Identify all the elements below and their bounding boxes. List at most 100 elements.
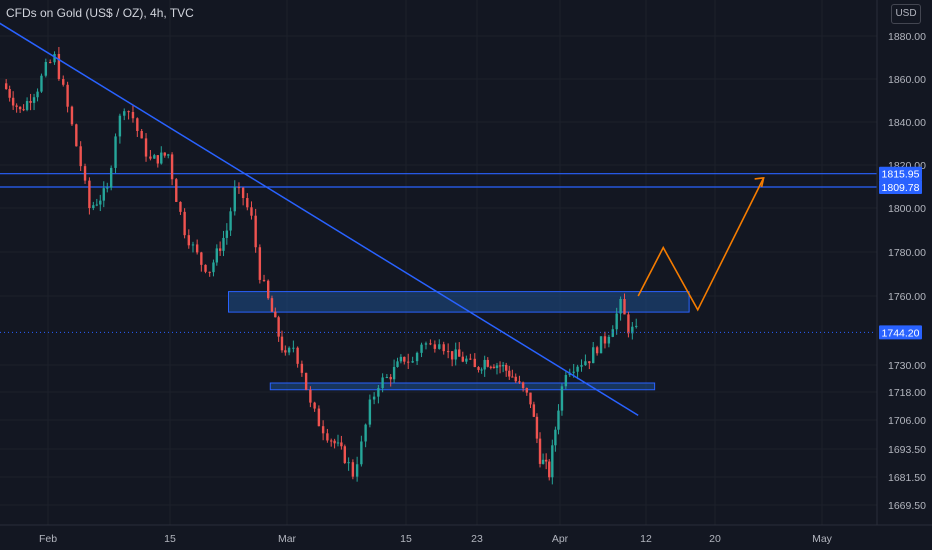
candle-body bbox=[340, 442, 343, 447]
time-tick-label: 12 bbox=[640, 533, 652, 545]
candle-body bbox=[218, 248, 222, 251]
candle-body bbox=[66, 84, 69, 107]
candle-body bbox=[372, 396, 376, 400]
candle-body bbox=[580, 365, 583, 367]
candle-body bbox=[588, 361, 591, 364]
candle-body bbox=[627, 314, 630, 334]
candle-body bbox=[576, 366, 579, 372]
candle-body bbox=[179, 201, 182, 212]
candle-body bbox=[619, 299, 622, 314]
time-axis[interactable]: Feb 15 Mar 15 23 Apr 12 20 May bbox=[39, 533, 833, 545]
price-tick-label: 1860.00 bbox=[888, 74, 926, 86]
candle-body bbox=[75, 124, 78, 147]
candle-body bbox=[465, 358, 468, 362]
candlestick-series bbox=[4, 47, 638, 485]
candle-body bbox=[25, 101, 29, 110]
candle-body bbox=[237, 187, 241, 189]
currency-button[interactable]: USD bbox=[891, 4, 921, 24]
candle-body bbox=[195, 244, 199, 253]
candle-body bbox=[233, 187, 236, 212]
candle-body bbox=[385, 377, 389, 379]
candle-body bbox=[170, 154, 174, 180]
candle-body bbox=[433, 344, 437, 349]
candle-body bbox=[167, 154, 170, 156]
time-tick-label: 20 bbox=[709, 533, 721, 545]
candle-body bbox=[572, 371, 575, 373]
candle-body bbox=[438, 344, 441, 349]
candle-body bbox=[461, 356, 464, 362]
price-tick-label: 1880.00 bbox=[888, 31, 926, 43]
candle-body bbox=[333, 440, 336, 444]
candle-body bbox=[360, 441, 363, 465]
candle-body bbox=[4, 83, 8, 90]
candle-body bbox=[525, 388, 528, 393]
candle-body bbox=[377, 388, 380, 397]
projection-arrowhead bbox=[754, 176, 765, 188]
candle-body bbox=[336, 442, 340, 444]
candle-body bbox=[389, 377, 392, 380]
candle-body bbox=[635, 325, 638, 327]
candle-body bbox=[429, 343, 432, 345]
candle-body bbox=[595, 347, 599, 354]
candle-body bbox=[99, 200, 102, 205]
candle-body bbox=[508, 370, 511, 377]
candle-body bbox=[304, 372, 308, 390]
candle-body bbox=[381, 377, 384, 389]
candle-body bbox=[160, 152, 163, 164]
candle-body bbox=[48, 61, 52, 63]
candle-body bbox=[551, 445, 554, 478]
candle-body bbox=[62, 79, 65, 85]
candle-body bbox=[292, 347, 295, 349]
candle-body bbox=[296, 347, 299, 364]
candle-body bbox=[521, 382, 525, 389]
candle-body bbox=[450, 351, 454, 360]
candle-body bbox=[204, 264, 207, 272]
candle-body bbox=[607, 336, 611, 344]
candle-body bbox=[560, 386, 564, 411]
candle-body bbox=[442, 344, 445, 352]
candle-body bbox=[18, 106, 22, 110]
candle-body bbox=[603, 336, 607, 344]
candle-body bbox=[229, 211, 232, 231]
candle-body bbox=[492, 366, 496, 368]
chart-title: CFDs on Gold (US$ / OZ), 4h, TVC bbox=[6, 6, 194, 20]
candle-body bbox=[70, 106, 74, 125]
candle-body bbox=[454, 349, 457, 360]
horizontal-price-lines bbox=[0, 173, 877, 188]
candle-body bbox=[156, 155, 159, 164]
candle-body bbox=[127, 111, 130, 113]
candle-body bbox=[538, 438, 542, 464]
zone-rect bbox=[228, 291, 690, 313]
candle-body bbox=[36, 91, 39, 98]
candle-body bbox=[477, 367, 480, 370]
candle-body bbox=[15, 105, 18, 107]
candle-body bbox=[212, 262, 215, 273]
candle-body bbox=[277, 317, 280, 337]
candle-body bbox=[29, 101, 32, 103]
candle-body bbox=[102, 188, 105, 201]
candle-body bbox=[584, 361, 587, 366]
time-tick-label: Apr bbox=[552, 533, 569, 545]
candle-body bbox=[483, 359, 486, 370]
candle-body bbox=[106, 187, 109, 189]
grid-lines bbox=[0, 0, 877, 525]
candle-body bbox=[403, 356, 406, 362]
candle-body bbox=[109, 167, 113, 188]
candle-body bbox=[313, 402, 316, 409]
candle-body bbox=[326, 433, 329, 441]
candle-body bbox=[599, 336, 603, 354]
projection-path bbox=[637, 177, 765, 312]
price-tag-label: 1744.20 bbox=[882, 327, 920, 339]
candle-body bbox=[548, 461, 551, 478]
candle-body bbox=[501, 364, 505, 367]
candle-body bbox=[22, 109, 25, 111]
candle-body bbox=[215, 248, 218, 263]
candle-body bbox=[411, 361, 414, 363]
price-axis[interactable]: 1880.001860.001840.001820.001800.001780.… bbox=[888, 31, 926, 512]
drawing-tools bbox=[0, 22, 765, 416]
support-resistance-zones bbox=[228, 291, 690, 391]
price-tick-label: 1780.00 bbox=[888, 247, 926, 259]
candle-body bbox=[8, 89, 11, 98]
